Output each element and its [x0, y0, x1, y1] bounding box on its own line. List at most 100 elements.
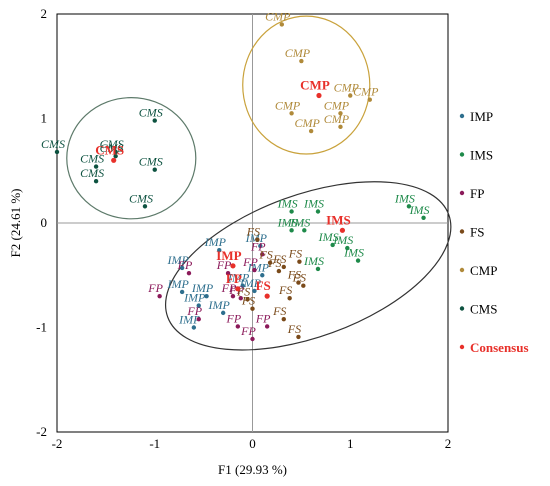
- point-label-fp: FP: [250, 239, 266, 253]
- point-label-fs: FS: [246, 225, 260, 239]
- consensus-label-cms: CMS: [95, 142, 124, 157]
- point-label-ims: IMS: [394, 191, 415, 205]
- point-imp: [179, 265, 185, 271]
- point-label-ims: IMS: [277, 215, 298, 229]
- point-label-fs: FS: [272, 304, 286, 318]
- point-imp: [258, 243, 263, 249]
- point-imp: [196, 303, 201, 308]
- data-points: IMPIMPIMPIMPIMPIMPIMPIMPIMPIMPIMPIMSIMSI…: [41, 9, 430, 342]
- point-label-fs: FS: [272, 252, 286, 266]
- point-label-fp: FP: [216, 258, 232, 272]
- point-fp: [260, 252, 265, 257]
- point-label-fs: FS: [288, 247, 302, 261]
- point-ims: [289, 209, 294, 214]
- point-label-cms: CMS: [80, 152, 104, 166]
- point-label-ims: IMS: [318, 230, 339, 244]
- ellipse-imp_ims_fp_fs: [164, 181, 452, 351]
- point-label-ims: IMS: [289, 215, 310, 229]
- y-tick-label: 0: [41, 215, 48, 230]
- point-fs: [245, 297, 250, 302]
- point-cms: [113, 149, 118, 155]
- x-tick-label: 2: [445, 436, 452, 451]
- x-axis-label: F1 (29.93 %): [218, 462, 287, 477]
- point-label-cms: CMS: [80, 166, 104, 180]
- point-label-fp: FP: [147, 281, 163, 295]
- point-fs: [255, 237, 260, 242]
- point-cms: [93, 164, 99, 169]
- point-cms: [152, 118, 157, 123]
- point-fp: [250, 336, 255, 342]
- consensus-label-imp: IMP: [216, 248, 241, 263]
- point-label-cmp: CMP: [324, 98, 350, 112]
- consensus-point-cmp: [316, 92, 322, 99]
- point-cmp: [367, 97, 372, 102]
- legend-label-cms: CMS: [470, 302, 497, 317]
- point-fs: [267, 260, 273, 265]
- point-label-cmp: CMP: [334, 81, 360, 95]
- point-label-cmp: CMP: [324, 112, 350, 126]
- point-label-cms: CMS: [139, 106, 163, 120]
- consensus-point-ims: [339, 227, 346, 233]
- point-ims: [315, 209, 321, 214]
- consensus-label-fp: FP: [226, 271, 242, 286]
- point-label-imp: IMP: [166, 253, 189, 267]
- point-imp: [220, 310, 226, 316]
- point-label-cms: CMS: [41, 137, 65, 151]
- point-label-cmp: CMP: [294, 116, 320, 130]
- point-cms: [54, 149, 60, 155]
- point-imp: [191, 325, 197, 330]
- point-label-ims: IMS: [343, 246, 364, 260]
- point-fp: [230, 293, 236, 299]
- point-fp: [235, 324, 241, 329]
- legend-marker-imp: [459, 113, 465, 119]
- point-label-fp: FP: [255, 311, 271, 325]
- legend-label-fp: FP: [470, 186, 484, 201]
- point-ims: [315, 266, 321, 272]
- consensus-point-fs: [264, 293, 270, 299]
- point-label-cmp: CMP: [353, 85, 379, 99]
- point-fp: [252, 267, 257, 273]
- point-label-imp: IMP: [178, 313, 201, 327]
- point-fs: [296, 280, 301, 285]
- point-label-fs: FS: [267, 256, 281, 270]
- point-fs: [296, 334, 301, 340]
- point-ims: [406, 204, 412, 209]
- point-label-imp: IMP: [208, 298, 231, 312]
- legend-marker-cmp: [459, 267, 465, 273]
- legend-marker-consensus: [459, 344, 465, 350]
- y-tick-label: 2: [41, 6, 48, 21]
- legend-label-ims: IMS: [470, 148, 493, 163]
- point-ims: [289, 228, 294, 233]
- legend-label-cmp: CMP: [470, 263, 497, 278]
- point-label-fp: FP: [186, 304, 202, 318]
- point-fs: [301, 283, 306, 288]
- point-label-cms: CMS: [129, 191, 153, 205]
- point-imp: [240, 283, 245, 288]
- point-ims: [355, 258, 361, 263]
- legend-label-imp: IMP: [470, 109, 493, 124]
- point-label-ims: IMS: [303, 254, 324, 268]
- point-label-fp: FP: [177, 258, 193, 272]
- point-label-cms: CMS: [139, 155, 163, 169]
- point-label-fs: FS: [258, 248, 272, 262]
- point-label-fp: FP: [242, 255, 258, 269]
- legend-marker-cms: [459, 306, 465, 311]
- point-cmp: [348, 93, 353, 98]
- x-tick-label: -2: [52, 436, 63, 451]
- group-ellipses: [66, 15, 452, 351]
- legend-marker-ims: [459, 152, 465, 157]
- point-imp: [260, 273, 265, 278]
- point-cms: [152, 167, 157, 172]
- point-cmp: [338, 111, 343, 116]
- point-ims: [302, 228, 307, 233]
- ellipse-cms: [66, 97, 197, 220]
- point-cmp: [299, 58, 304, 64]
- point-imp: [179, 289, 185, 295]
- x-tick-label: 1: [347, 436, 354, 451]
- point-fs: [287, 296, 292, 301]
- point-label-fp: FP: [226, 311, 242, 325]
- point-label-cmp: CMP: [265, 9, 291, 23]
- point-ims: [330, 242, 335, 248]
- x-tick-label: -1: [149, 436, 160, 451]
